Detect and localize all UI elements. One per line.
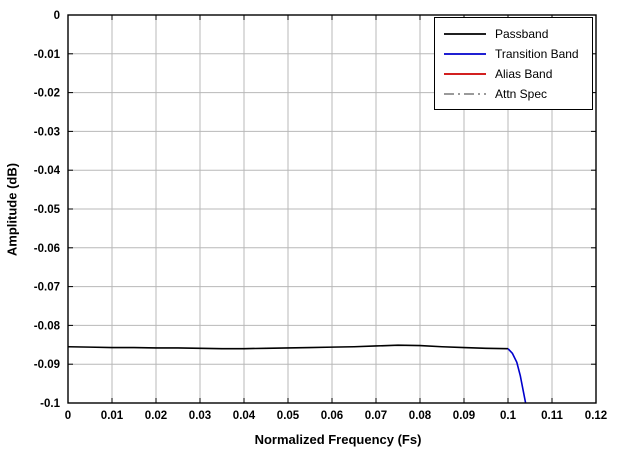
legend: Passband Transition Band Alias Band Attn Sp…: [434, 17, 593, 110]
x-tick-label: 0.12: [585, 410, 607, 422]
y-tick-label: -0.04: [34, 165, 61, 177]
y-tick-label: -0.1: [40, 398, 60, 410]
y-tick-label: -0.09: [34, 359, 60, 371]
x-tick-label: 0.08: [409, 410, 432, 422]
series-line-passband: [68, 344, 509, 350]
legend-label: Transition Band: [495, 47, 579, 61]
y-axis-label: Amplitude (dB): [4, 162, 20, 257]
y-tick-label: 0: [54, 10, 60, 22]
x-tick-label: 0.09: [453, 410, 475, 422]
legend-line-sample: [444, 93, 486, 95]
y-tick-label: -0.08: [34, 320, 61, 332]
legend-line-sample: [444, 73, 486, 75]
legend-line-sample: [444, 53, 486, 55]
x-tick-label: 0.01: [101, 410, 124, 422]
legend-item-passband: Passband: [435, 24, 592, 44]
legend-label: Passband: [495, 27, 549, 41]
legend-line-sample: [444, 33, 486, 35]
x-tick-label: 0.02: [145, 410, 167, 422]
legend-label: Attn Spec: [495, 87, 548, 101]
y-tick-label: -0.03: [34, 126, 60, 138]
x-tick-label: 0.07: [365, 410, 387, 422]
series-line-transition-band: [507, 348, 527, 403]
x-axis-label: Normalized Frequency (Fs): [254, 432, 422, 447]
y-tick-label: -0.06: [34, 243, 60, 255]
x-tick-label: 0.1: [500, 410, 517, 422]
x-tick-label: 0.04: [233, 410, 256, 422]
legend-item-attn-spec: Attn Spec: [435, 84, 592, 104]
x-tick-label: 0.05: [277, 410, 300, 422]
series-group: [68, 344, 527, 403]
y-tick-label: -0.05: [34, 204, 61, 216]
legend-item-alias-band: Alias Band: [435, 64, 592, 84]
x-tick-label: 0.11: [541, 410, 563, 422]
y-tick-label: -0.01: [34, 49, 61, 61]
x-tick-label: 0: [65, 410, 71, 422]
x-tick-label: 0.06: [321, 410, 343, 422]
y-tick-label: -0.07: [34, 282, 60, 294]
legend-item-transition-band: Transition Band: [435, 44, 592, 64]
legend-label: Alias Band: [495, 67, 553, 81]
x-tick-label: 0.03: [189, 410, 211, 422]
y-tick-label: -0.02: [34, 88, 60, 100]
